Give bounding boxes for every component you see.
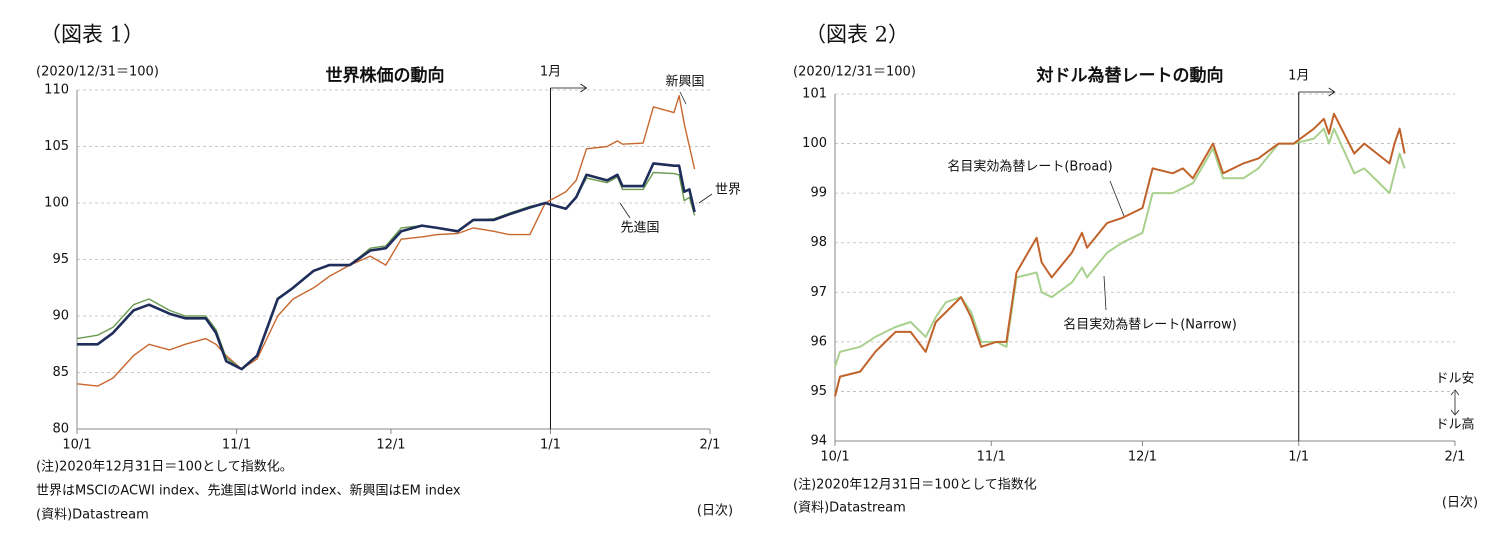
series-label: 世界 (715, 183, 741, 198)
series-line (76, 95, 696, 387)
x-tick-label: 1/1 (1288, 450, 1309, 465)
y-tick-label: 99 (810, 186, 827, 201)
figure-label: （図表 1） (40, 23, 144, 47)
y-tick-label: 105 (44, 139, 69, 154)
x-tick-label: 2/1 (1445, 450, 1466, 465)
y-tick-label: 110 (44, 83, 69, 98)
y-tick-label: 90 (52, 309, 69, 324)
x-unit-label: (日次) (1442, 495, 1478, 511)
x-unit-label: (日次) (697, 503, 733, 519)
note: (資料)Datastream (793, 501, 906, 516)
y-tick-label: 101 (802, 87, 827, 102)
series-label: 新興国 (665, 74, 704, 90)
x-tick-label: 2/1 (700, 438, 721, 453)
series-label: 名目実効為替レート(Narrow) (1063, 317, 1237, 333)
x-tick-label: 10/1 (62, 438, 91, 453)
series-label: 名目実効為替レート(Broad) (947, 159, 1112, 175)
unit-label: (2020/12/31＝100) (36, 65, 159, 80)
series-line (834, 127, 1406, 367)
y-tick-label: 100 (44, 196, 69, 211)
note: (注)2020年12月31日＝100として指数化 (793, 478, 1037, 493)
y-tick-label: 94 (810, 434, 827, 449)
y-tick-label: 95 (810, 384, 827, 399)
note: 世界はMSCIのACWI index、先進国はWorld index、新興国はE… (36, 483, 461, 499)
month-marker-label: 1月 (540, 65, 561, 80)
x-tick-label: 11/1 (977, 450, 1006, 465)
y-tick-label: 98 (810, 235, 827, 250)
leader-lines (619, 91, 1125, 311)
direction-label: ドル高 (1435, 417, 1474, 433)
series-line (77, 162, 696, 371)
y-tick-label: 85 (52, 365, 69, 380)
series-label: 先進国 (620, 221, 659, 236)
x-tick-label: 11/1 (222, 438, 251, 453)
month-marker-arrow (1298, 87, 1336, 97)
figure-label: （図表 2） (805, 23, 909, 47)
y-tick-label: 80 (52, 422, 69, 437)
y-tick-label: 95 (52, 252, 69, 267)
x-tick-label: 12/1 (1128, 450, 1157, 465)
month-marker-arrow (550, 83, 588, 93)
chart-title: 対ドル為替レートの動向 (1036, 65, 1224, 86)
note: (注)2020年12月31日＝100として指数化。 (36, 460, 293, 475)
x-tick-label: 12/1 (376, 438, 405, 453)
direction-label: ドル安 (1435, 372, 1474, 387)
y-tick-label: 100 (802, 136, 827, 151)
x-tick-label: 1/1 (540, 438, 561, 453)
y-tick-label: 97 (810, 285, 827, 300)
direction-arrow (1450, 389, 1460, 416)
series-line (834, 112, 1406, 397)
y-tick-label: 96 (810, 334, 827, 349)
month-marker-label: 1月 (1288, 69, 1309, 84)
unit-label: (2020/12/31＝100) (793, 65, 916, 80)
note: (資料)Datastream (36, 508, 149, 523)
chart-title: 世界株価の動向 (326, 65, 445, 86)
x-tick-label: 10/1 (820, 450, 849, 465)
series-line (76, 171, 696, 370)
